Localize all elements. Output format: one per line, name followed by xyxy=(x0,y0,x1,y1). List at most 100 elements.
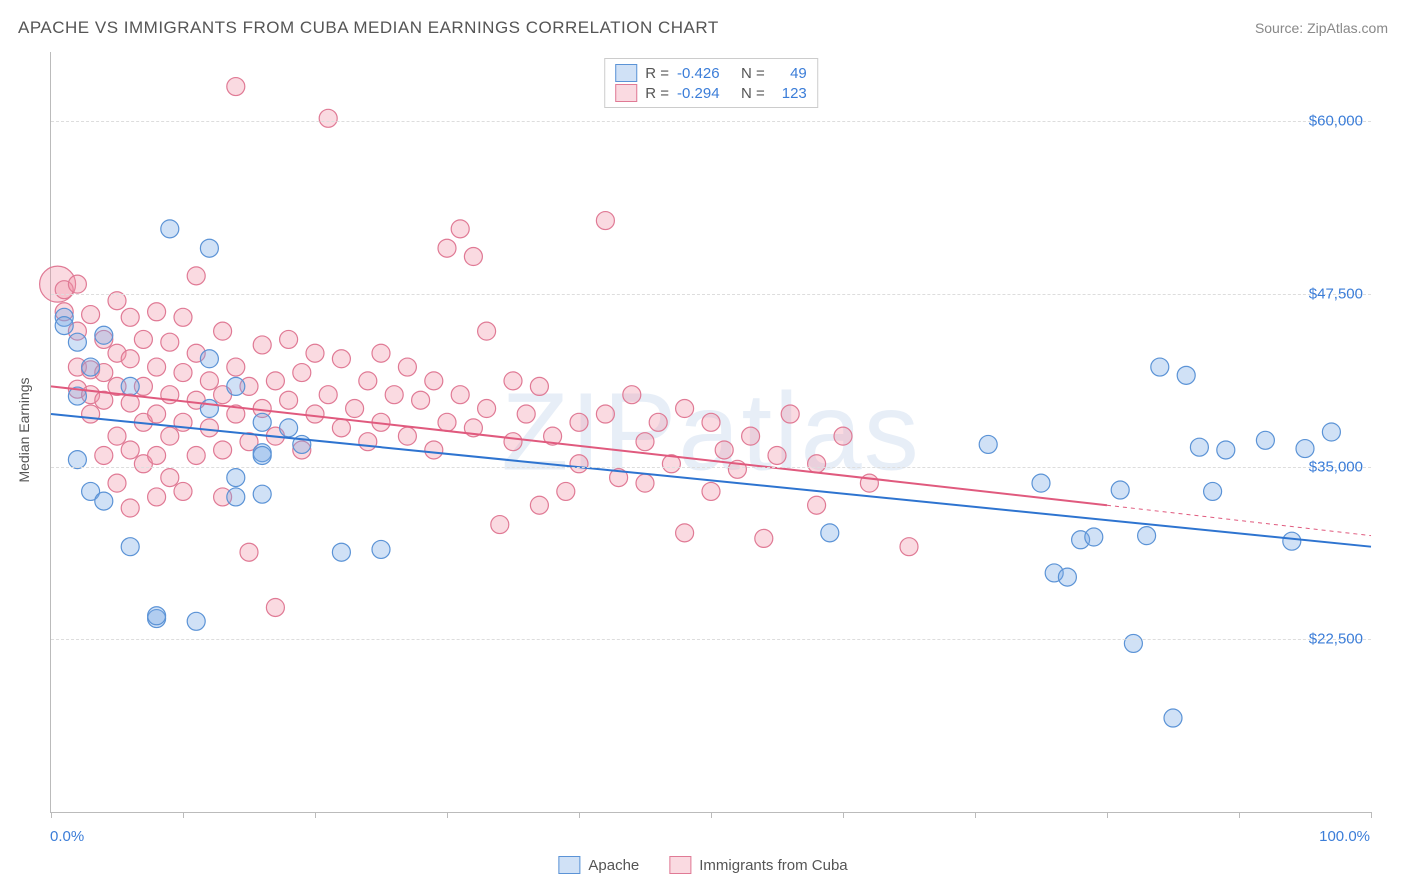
legend-item-cuba: Immigrants from Cuba xyxy=(669,856,847,874)
scatter-point xyxy=(82,358,100,376)
legend-row-cuba: R = -0.294 N = 123 xyxy=(615,83,807,103)
scatter-point xyxy=(491,516,509,534)
scatter-point xyxy=(148,358,166,376)
scatter-point xyxy=(451,220,469,238)
scatter-point xyxy=(425,372,443,390)
scatter-point xyxy=(174,364,192,382)
scatter-point xyxy=(253,485,271,503)
y-tick-label: $35,000 xyxy=(1309,458,1363,475)
scatter-point xyxy=(174,482,192,500)
scatter-point xyxy=(200,350,218,368)
legend-label-cuba: Immigrants from Cuba xyxy=(699,857,847,874)
scatter-point xyxy=(161,469,179,487)
scatter-point xyxy=(174,308,192,326)
scatter-point xyxy=(1151,358,1169,376)
scatter-point xyxy=(398,358,416,376)
scatter-point xyxy=(346,400,364,418)
scatter-point xyxy=(148,303,166,321)
scatter-point xyxy=(319,109,337,127)
chart-title: APACHE VS IMMIGRANTS FROM CUBA MEDIAN EA… xyxy=(18,18,719,38)
scatter-point xyxy=(227,377,245,395)
scatter-point xyxy=(121,538,139,556)
x-tick xyxy=(711,812,712,818)
scatter-point xyxy=(121,308,139,326)
scatter-point xyxy=(121,499,139,517)
swatch-apache-bottom xyxy=(558,856,580,874)
scatter-point xyxy=(200,400,218,418)
scatter-point xyxy=(200,419,218,437)
regression-line xyxy=(51,386,1107,505)
scatter-point xyxy=(755,529,773,547)
scatter-point xyxy=(412,391,430,409)
scatter-point xyxy=(557,482,575,500)
scatter-point xyxy=(438,413,456,431)
x-tick-label: 100.0% xyxy=(1319,828,1370,845)
scatter-point xyxy=(596,212,614,230)
scatter-point xyxy=(834,427,852,445)
scatter-point xyxy=(95,326,113,344)
scatter-point xyxy=(1296,440,1314,458)
x-tick xyxy=(579,812,580,818)
scatter-point xyxy=(504,372,522,390)
legend-r-value-apache: -0.426 xyxy=(677,65,733,82)
scatter-point xyxy=(227,358,245,376)
scatter-point xyxy=(187,267,205,285)
scatter-point xyxy=(1085,528,1103,546)
scatter-point xyxy=(425,441,443,459)
scatter-point xyxy=(280,391,298,409)
chart-svg xyxy=(51,52,1371,812)
legend-n-value-cuba: 123 xyxy=(773,85,807,102)
legend-row-apache: R = -0.426 N = 49 xyxy=(615,63,807,83)
scatter-point xyxy=(702,413,720,431)
correlation-legend: R = -0.426 N = 49 R = -0.294 N = 123 xyxy=(604,58,818,108)
scatter-point xyxy=(530,496,548,514)
scatter-point xyxy=(121,350,139,368)
x-tick xyxy=(1239,812,1240,818)
legend-r-label: R = xyxy=(645,65,669,82)
scatter-point xyxy=(319,386,337,404)
x-tick xyxy=(447,812,448,818)
scatter-point xyxy=(200,239,218,257)
y-tick-label: $47,500 xyxy=(1309,285,1363,302)
scatter-point xyxy=(596,405,614,423)
scatter-point xyxy=(979,435,997,453)
scatter-point xyxy=(451,386,469,404)
x-tick xyxy=(51,812,52,818)
legend-n-value-apache: 49 xyxy=(773,65,807,82)
scatter-point xyxy=(517,405,535,423)
scatter-point xyxy=(200,372,218,390)
scatter-point xyxy=(385,386,403,404)
scatter-point xyxy=(570,413,588,431)
scatter-point xyxy=(1138,527,1156,545)
scatter-point xyxy=(702,482,720,500)
scatter-point xyxy=(161,333,179,351)
scatter-point xyxy=(821,524,839,542)
scatter-point xyxy=(1032,474,1050,492)
scatter-point xyxy=(227,488,245,506)
scatter-point xyxy=(68,275,86,293)
scatter-point xyxy=(359,372,377,390)
scatter-point xyxy=(900,538,918,556)
scatter-point xyxy=(742,427,760,445)
scatter-point xyxy=(398,427,416,445)
scatter-point xyxy=(332,543,350,561)
scatter-point xyxy=(1177,366,1195,384)
scatter-point xyxy=(1204,482,1222,500)
scatter-point xyxy=(161,220,179,238)
scatter-point xyxy=(82,405,100,423)
scatter-point xyxy=(808,496,826,514)
scatter-point xyxy=(1256,431,1274,449)
regression-line xyxy=(51,414,1371,547)
scatter-point xyxy=(134,330,152,348)
scatter-point xyxy=(1111,481,1129,499)
scatter-point xyxy=(108,427,126,445)
scatter-point xyxy=(148,607,166,625)
scatter-point xyxy=(570,455,588,473)
scatter-point xyxy=(649,413,667,431)
scatter-point xyxy=(636,474,654,492)
scatter-point xyxy=(372,344,390,362)
scatter-point xyxy=(121,441,139,459)
scatter-point xyxy=(187,446,205,464)
scatter-point xyxy=(332,350,350,368)
scatter-point xyxy=(266,372,284,390)
